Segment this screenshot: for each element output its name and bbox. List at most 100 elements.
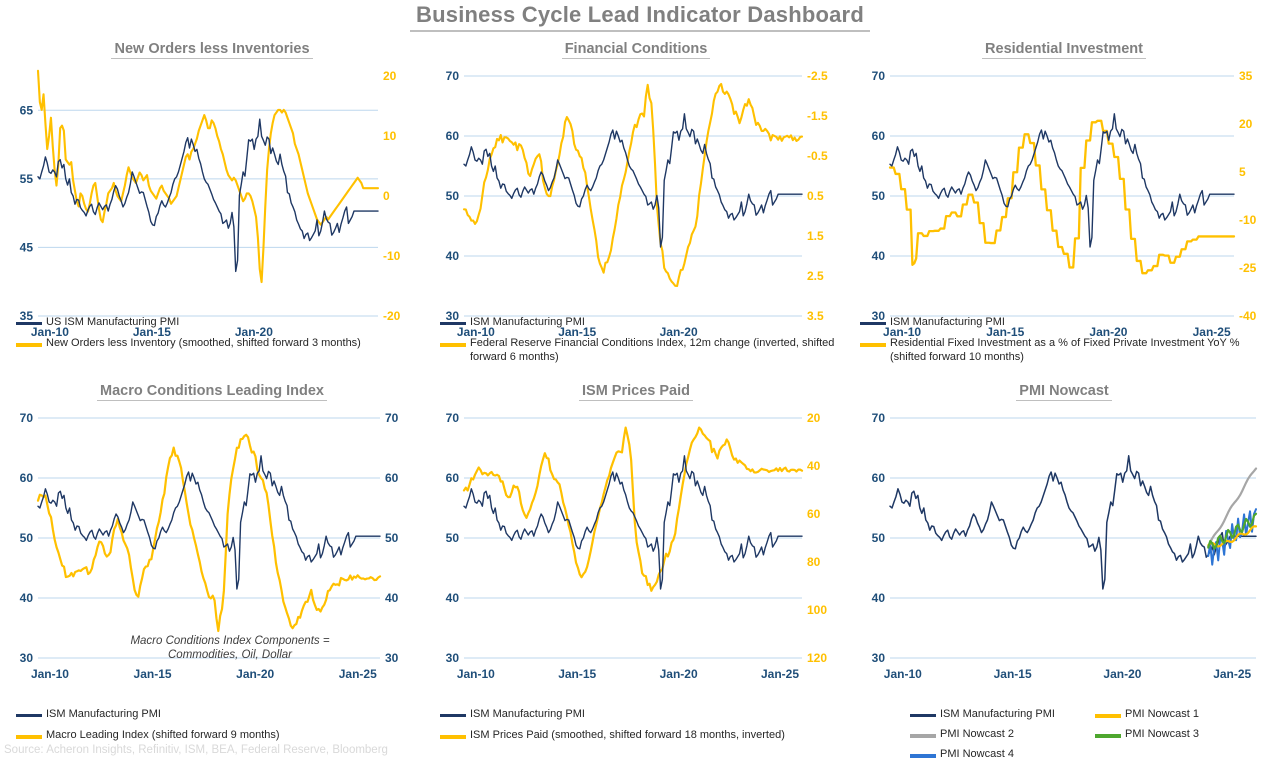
svg-text:0: 0 — [383, 189, 390, 203]
legend-swatch-navy — [440, 714, 466, 717]
legend-label: Federal Reserve Financial Conditions Ind… — [470, 336, 835, 363]
panel-title-residential-investment: Residential Investment — [848, 40, 1280, 59]
panel-residential-investment: Residential Investment 70 60 50 40 30 35 20 5 -1… — [848, 40, 1280, 363]
svg-text:70: 70 — [446, 411, 460, 425]
svg-text:Jan-10: Jan-10 — [884, 667, 922, 681]
legend-item[interactable]: ISM Manufacturing PMI — [910, 708, 1095, 722]
legend-label: New Orders less Inventory (smoothed, shi… — [46, 336, 361, 349]
svg-text:70: 70 — [872, 411, 886, 425]
svg-text:Jan-25: Jan-25 — [1213, 667, 1251, 681]
legend-financial-conditions: ISM Manufacturing PMI Federal Reserve Fi… — [440, 316, 852, 371]
svg-text:Jan-20: Jan-20 — [660, 325, 698, 339]
svg-text:65: 65 — [20, 103, 34, 117]
svg-text:Jan-10: Jan-10 — [883, 325, 921, 339]
legend-new-orders: US ISM Manufacturing PMI New Orders less… — [16, 316, 424, 358]
legend-label: PMI Nowcast 3 — [1125, 727, 1199, 740]
svg-text:0.5: 0.5 — [807, 189, 824, 203]
svg-text:-20: -20 — [383, 309, 401, 323]
svg-text:35: 35 — [1239, 69, 1253, 83]
svg-text:5: 5 — [1239, 165, 1246, 179]
panel-ism-prices-paid: ISM Prices Paid 70 60 50 40 30 20 40 60 80 100 120… — [424, 382, 848, 741]
legend-item[interactable]: PMI Nowcast 3 — [1095, 728, 1280, 742]
legend-item[interactable]: US ISM Manufacturing PMI — [16, 316, 424, 330]
svg-text:50: 50 — [872, 531, 886, 545]
svg-text:10: 10 — [383, 129, 397, 143]
dashboard-title-text: Business Cycle Lead Indicator Dashboard — [410, 2, 870, 32]
svg-text:-25: -25 — [1239, 261, 1257, 275]
legend-ism-prices-paid: ISM Manufacturing PMI ISM Prices Paid (s… — [440, 708, 852, 750]
panel-title-ism-prices-paid: ISM Prices Paid — [424, 382, 848, 401]
svg-text:Jan-25: Jan-25 — [339, 667, 377, 681]
legend-swatch-navy — [16, 714, 42, 717]
legend-swatch-yellow — [1095, 714, 1121, 718]
legend-pmi-nowcast: ISM Manufacturing PMI PMI Nowcast 1 PMI … — [910, 708, 1280, 767]
svg-text:60: 60 — [20, 471, 34, 485]
svg-text:40: 40 — [872, 249, 886, 263]
macro-index-components-note: Macro Conditions Index Components = Commo… — [130, 635, 330, 662]
svg-text:45: 45 — [20, 240, 34, 254]
legend-item[interactable]: ISM Prices Paid (smoothed, shifted forwa… — [440, 729, 852, 743]
svg-text:-10: -10 — [383, 249, 401, 263]
panel-title-macro-conditions: Macro Conditions Leading Index — [0, 382, 424, 401]
legend-swatch-navy — [860, 322, 886, 325]
svg-text:-40: -40 — [1239, 309, 1257, 323]
legend-label: ISM Prices Paid (smoothed, shifted forwa… — [470, 728, 785, 741]
svg-text:50: 50 — [20, 531, 34, 545]
panel-new-orders-less-inventories: New Orders less Inventories 65 55 45 35 20 10… — [0, 40, 424, 360]
svg-text:Jan-15: Jan-15 — [558, 325, 596, 339]
legend-swatch-yellow — [440, 342, 466, 347]
panel-pmi-nowcast: PMI Nowcast 70 60 50 40 30 Jan-10 Jan-15 Jan-20… — [848, 382, 1280, 760]
panel-title-new-orders: New Orders less Inventories — [0, 40, 424, 59]
svg-text:-10: -10 — [1239, 213, 1257, 227]
chart-financial-conditions: 70 60 50 40 30 -2.5 -1.5 -0.5 0.5 1.5 2.5 3.5 Jan-10… — [424, 62, 848, 340]
legend-item[interactable]: Residential Fixed Investment as a % of F… — [860, 337, 1276, 365]
legend-item[interactable]: ISM Manufacturing PMI — [16, 708, 424, 722]
svg-text:100: 100 — [807, 603, 827, 617]
legend-label: PMI Nowcast 1 — [1125, 708, 1199, 720]
svg-text:Jan-20: Jan-20 — [1089, 325, 1127, 339]
svg-text:Jan-10: Jan-10 — [31, 667, 69, 681]
legend-item[interactable]: PMI Nowcast 1 — [1095, 708, 1280, 722]
legend-label: PMI Nowcast 2 — [940, 727, 1014, 740]
chart-ism-prices-paid: 70 60 50 40 30 20 40 60 80 100 120 Jan-10 Jan-15 Jan-… — [424, 404, 848, 682]
legend-label: ISM Manufacturing PMI — [46, 708, 161, 720]
svg-text:70: 70 — [446, 69, 460, 83]
svg-text:120: 120 — [807, 651, 827, 665]
svg-text:Jan-15: Jan-15 — [134, 667, 172, 681]
chart-pmi-nowcast: 70 60 50 40 30 Jan-10 Jan-15 Jan-20 Jan-25 — [848, 404, 1280, 682]
panel-title-financial-conditions: Financial Conditions — [424, 40, 848, 59]
legend-swatch-navy — [910, 714, 936, 717]
svg-text:40: 40 — [807, 459, 821, 473]
svg-text:70: 70 — [872, 69, 886, 83]
svg-text:30: 30 — [872, 651, 886, 665]
legend-item[interactable]: ISM Manufacturing PMI — [440, 708, 852, 722]
svg-text:35: 35 — [20, 309, 34, 323]
legend-swatch-green — [1095, 733, 1121, 738]
legend-item[interactable]: ISM Manufacturing PMI — [860, 316, 1276, 330]
svg-text:30: 30 — [872, 309, 886, 323]
svg-text:Jan-15: Jan-15 — [986, 325, 1024, 339]
svg-text:Jan-10: Jan-10 — [31, 325, 69, 339]
chart-new-orders-less-inventories: 65 55 45 35 20 10 0 -10 -20 Jan-10 Jan-15 Jan-20 — [0, 62, 424, 340]
legend-item[interactable]: New Orders less Inventory (smoothed, shi… — [16, 337, 424, 351]
svg-text:Jan-10: Jan-10 — [457, 667, 495, 681]
svg-text:60: 60 — [872, 471, 886, 485]
legend-item[interactable]: Macro Leading Index (shifted forward 9 m… — [16, 729, 424, 743]
svg-text:40: 40 — [446, 249, 460, 263]
legend-swatch-yellow — [860, 342, 886, 347]
svg-text:Jan-15: Jan-15 — [558, 667, 596, 681]
svg-text:3.5: 3.5 — [807, 309, 824, 323]
svg-text:70: 70 — [385, 411, 399, 425]
legend-item[interactable]: ISM Manufacturing PMI — [440, 316, 852, 330]
legend-swatch-navy — [440, 322, 466, 325]
svg-text:50: 50 — [872, 189, 886, 203]
legend-item[interactable]: PMI Nowcast 2 — [910, 728, 1095, 742]
legend-label: ISM Manufacturing PMI — [470, 316, 585, 328]
svg-text:60: 60 — [872, 129, 886, 143]
legend-item[interactable]: Federal Reserve Financial Conditions Ind… — [440, 337, 852, 365]
legend-item[interactable]: PMI Nowcast 4 — [910, 748, 1095, 762]
legend-swatch-yellow — [440, 734, 466, 739]
chart-macro-conditions-leading-index: 70 60 50 40 30 70 60 50 40 30 Jan-10 Jan-15 Jan-20 Ja… — [0, 404, 424, 682]
legend-swatch-yellow — [16, 734, 42, 739]
legend-swatch-yellow — [16, 342, 42, 347]
